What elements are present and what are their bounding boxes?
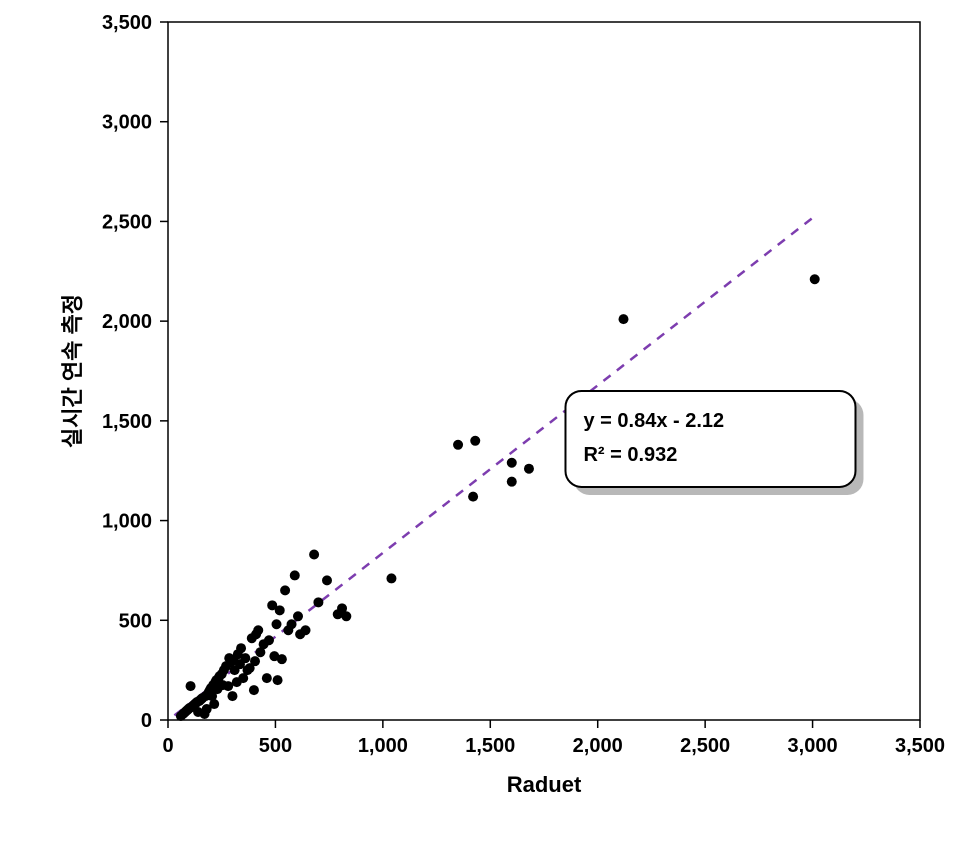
y-tick-label: 3,000	[102, 112, 152, 134]
data-point	[618, 314, 628, 324]
data-point	[264, 635, 274, 645]
x-axis-title: Raduet	[507, 772, 582, 797]
x-tick-label: 500	[259, 735, 292, 757]
data-point	[209, 699, 219, 709]
x-tick-label: 0	[162, 735, 173, 757]
data-point	[262, 673, 272, 683]
data-point	[322, 575, 332, 585]
x-tick-label: 3,500	[895, 735, 945, 757]
data-point	[507, 477, 517, 487]
annotation-text-line: R² = 0.932	[583, 444, 677, 466]
annotation-box	[565, 391, 855, 487]
data-point	[293, 611, 303, 621]
data-point	[275, 605, 285, 615]
x-tick-label: 1,000	[358, 735, 408, 757]
data-point	[253, 625, 263, 635]
y-axis-title: 실시간 연속 측정	[60, 294, 85, 448]
data-point	[301, 625, 311, 635]
data-point	[186, 681, 196, 691]
x-tick-label: 3,000	[788, 735, 838, 757]
data-point	[223, 681, 233, 691]
y-tick-label: 3,500	[102, 12, 152, 34]
data-point	[507, 458, 517, 468]
data-point	[236, 643, 246, 653]
data-point	[810, 274, 820, 284]
data-point	[341, 611, 351, 621]
data-point	[249, 685, 259, 695]
x-tick-label: 2,500	[680, 735, 730, 757]
y-tick-label: 500	[119, 610, 152, 632]
annotation-text-line: y = 0.84x - 2.12	[583, 410, 724, 432]
data-point	[524, 464, 534, 474]
scatter-chart: 0 500 1,000 1,500 2,000 2,500 3,000 3,500 0 500 1,…	[0, 0, 955, 841]
data-point	[313, 597, 323, 607]
data-point	[386, 573, 396, 583]
chart-svg: 0 500 1,000 1,500 2,000 2,500 3,000 3,500 0 500 1,…	[0, 0, 955, 841]
y-tick-label: 2,500	[102, 211, 152, 233]
x-tick-label: 2,000	[573, 735, 623, 757]
data-point	[309, 549, 319, 559]
data-point	[468, 492, 478, 502]
data-point	[273, 675, 283, 685]
data-point	[280, 585, 290, 595]
data-point	[287, 619, 297, 629]
data-point	[453, 440, 463, 450]
y-tick-label: 0	[141, 710, 152, 732]
data-point	[227, 691, 237, 701]
data-point	[470, 436, 480, 446]
x-tick-label: 1,500	[465, 735, 515, 757]
data-point	[272, 619, 282, 629]
data-point	[250, 656, 260, 666]
data-point	[290, 570, 300, 580]
y-tick-label: 1,500	[102, 411, 152, 433]
y-tick-label: 2,000	[102, 311, 152, 333]
y-tick-label: 1,000	[102, 511, 152, 533]
data-point	[240, 653, 250, 663]
data-point	[277, 654, 287, 664]
